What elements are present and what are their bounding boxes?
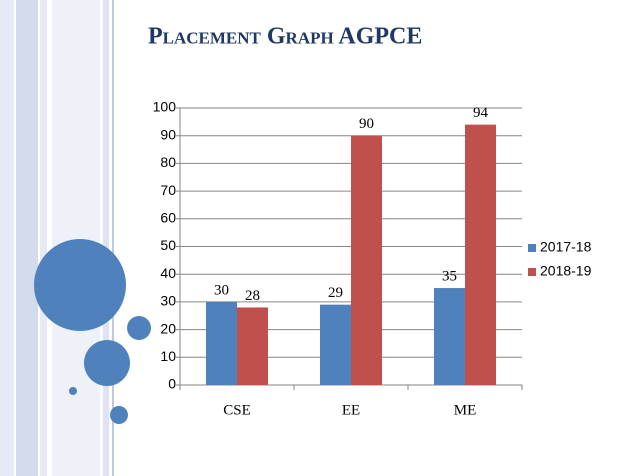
data-label: 35 xyxy=(442,268,457,284)
legend-label: 2017-18 xyxy=(540,239,592,255)
y-tick-label: 10 xyxy=(160,348,176,364)
y-tick-label: 0 xyxy=(168,376,176,392)
bar xyxy=(351,135,382,385)
chart-title: Placement Graph AGPCE xyxy=(148,24,422,50)
legend-swatch xyxy=(528,268,536,276)
bar xyxy=(237,307,268,385)
y-tick-label: 80 xyxy=(160,154,176,170)
data-label: 94 xyxy=(473,105,489,121)
y-tick-label: 70 xyxy=(160,182,176,198)
y-tick-label: 40 xyxy=(160,265,176,281)
data-label: 90 xyxy=(359,116,374,132)
legend-swatch xyxy=(528,244,536,252)
y-tick-label: 100 xyxy=(153,99,177,115)
y-tick-label: 20 xyxy=(160,320,176,336)
bar xyxy=(206,301,237,385)
bar xyxy=(434,288,465,385)
bar xyxy=(320,304,351,385)
x-tick-label: ME xyxy=(454,402,477,418)
decoration xyxy=(0,0,151,476)
data-label: 29 xyxy=(328,285,343,301)
x-tick-label: EE xyxy=(342,402,360,418)
y-tick-label: 30 xyxy=(160,293,176,309)
y-tick-label: 90 xyxy=(160,126,176,142)
y-tick-label: 50 xyxy=(160,237,176,253)
data-label: 30 xyxy=(214,282,229,298)
legend-label: 2018-19 xyxy=(540,263,592,279)
data-label: 28 xyxy=(245,288,260,304)
bar xyxy=(465,124,496,386)
y-tick-label: 60 xyxy=(160,210,176,226)
x-tick-label: CSE xyxy=(223,402,251,418)
